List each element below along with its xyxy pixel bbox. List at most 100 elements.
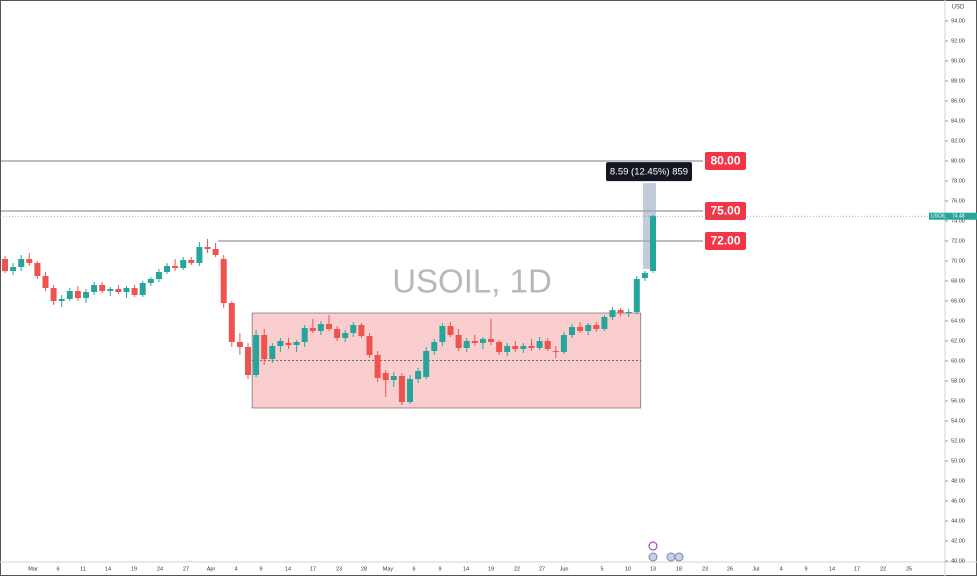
candle-body — [91, 285, 98, 292]
candle-body — [236, 342, 243, 347]
candle-body — [212, 249, 219, 255]
level-label: 72.00 — [710, 234, 740, 248]
last-price-label: 74.48 — [952, 214, 965, 220]
candle-body — [455, 335, 462, 348]
candle-body — [334, 329, 341, 338]
y-tick-label: 94.00 — [951, 18, 965, 24]
candle-body — [479, 339, 486, 343]
candle-body — [50, 288, 57, 301]
candle-body — [463, 341, 470, 348]
watermark: USOIL, 1D — [392, 263, 552, 300]
candle-body — [366, 336, 373, 355]
candle-body — [496, 342, 503, 352]
x-tick-label: 25 — [906, 566, 912, 572]
x-tick-label: 14 — [105, 566, 111, 572]
x-tick-label: Jun — [560, 566, 569, 572]
level-badge — [705, 202, 746, 220]
candle-body — [220, 259, 227, 303]
candle-body — [326, 324, 332, 329]
y-tick-label: 82.00 — [951, 138, 965, 144]
y-tick-label: 40.00 — [951, 558, 965, 564]
x-tick-label: 19 — [488, 566, 494, 572]
x-tick-label: 26 — [727, 566, 733, 572]
candle-body — [228, 303, 235, 342]
x-tick-label: 27 — [183, 566, 189, 572]
currency-label: USD — [952, 5, 965, 11]
candle-body — [528, 346, 535, 348]
x-tick-label: 23 — [336, 566, 342, 572]
candle-body — [488, 339, 494, 342]
candle-body — [34, 263, 41, 276]
x-tick-label: 9 — [259, 566, 262, 572]
candle-body — [390, 376, 397, 380]
x-tick-label: 24 — [157, 566, 163, 572]
candle-body — [10, 267, 17, 271]
x-tick-label: Apr — [207, 566, 216, 572]
y-tick-label: 58.00 — [951, 378, 965, 384]
event-icon — [674, 552, 684, 562]
candle-body — [285, 343, 292, 345]
candle-body — [423, 351, 430, 377]
y-tick-label: 56.00 — [951, 398, 965, 404]
x-tick-label: 6 — [56, 566, 59, 572]
y-tick-label: 62.00 — [951, 338, 965, 344]
candle-body — [26, 259, 33, 263]
candle-body — [415, 371, 422, 379]
level-badge — [705, 152, 746, 170]
candle-body — [382, 373, 389, 380]
candle-body — [172, 266, 179, 268]
candle-body — [407, 379, 413, 402]
y-tick-label: 74.00 — [951, 218, 965, 224]
candle-body — [123, 288, 130, 292]
y-tick-label: 92.00 — [951, 38, 965, 44]
y-tick-label: 64.00 — [951, 318, 965, 324]
x-tick-label: 4 — [779, 566, 782, 572]
measure-label: 8.59 (12.45%) 859 — [610, 167, 688, 178]
candle-body — [131, 288, 138, 295]
x-tick-label: 27 — [539, 566, 545, 572]
y-tick-label: 68.00 — [951, 278, 965, 284]
x-tick-label: 4 — [234, 566, 237, 572]
candle-body — [18, 259, 25, 267]
candle-body — [439, 326, 446, 342]
event-icon — [666, 552, 676, 562]
y-tick-label: 60.00 — [951, 358, 965, 364]
candle-body — [601, 317, 608, 329]
candle-body — [358, 325, 365, 336]
candle-body — [107, 289, 114, 291]
candle-body — [552, 351, 559, 352]
candle-body — [593, 325, 600, 329]
x-tick-label: 17 — [310, 566, 316, 572]
x-tick-label: 14 — [285, 566, 291, 572]
candle-body — [577, 327, 584, 331]
y-tick-label: 46.00 — [951, 498, 965, 504]
x-tick-label: 18 — [676, 566, 682, 572]
candle-body — [253, 335, 260, 375]
candle-body — [504, 346, 511, 352]
x-tick-label: Mar — [28, 566, 38, 572]
y-tick-label: 80.00 — [951, 158, 965, 164]
candle-body — [139, 283, 146, 295]
x-tick-label: 14 — [829, 566, 835, 572]
y-tick-label: 84.00 — [951, 118, 965, 124]
candle-body — [269, 346, 276, 359]
y-tick-label: 50.00 — [951, 458, 965, 464]
candle-body — [431, 342, 438, 351]
candle-body — [471, 341, 478, 343]
y-tick-label: 70.00 — [951, 258, 965, 264]
x-tick-label: 5 — [600, 566, 603, 572]
candle-body — [115, 289, 122, 292]
candle-body — [74, 291, 81, 298]
candle-body — [560, 335, 567, 352]
level-badge — [705, 232, 746, 250]
candle-body — [633, 279, 640, 312]
candle-body — [544, 341, 551, 349]
candle-body — [196, 247, 203, 263]
y-tick-label: 88.00 — [951, 78, 965, 84]
candle-body — [350, 325, 357, 333]
event-icon — [648, 552, 658, 562]
level-label: 75.00 — [710, 204, 740, 218]
y-tick-label: 54.00 — [951, 418, 965, 424]
